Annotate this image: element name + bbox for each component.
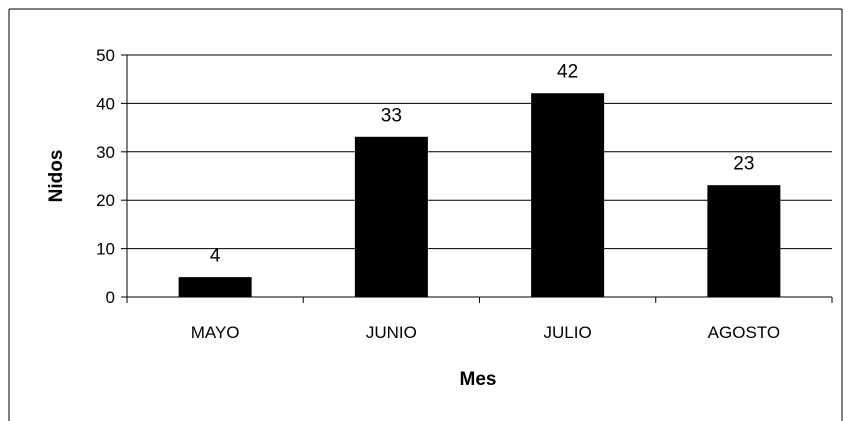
y-tick-label: 40: [96, 94, 115, 113]
y-tick-label: 20: [96, 191, 115, 210]
data-label-agosto: 23: [733, 154, 754, 175]
x-tick-label-agosto: AGOSTO: [708, 323, 780, 342]
x-tick-label-julio: JULIO: [544, 323, 592, 342]
y-tick-label: 30: [96, 143, 115, 162]
y-tick-label: 10: [96, 240, 115, 259]
data-label-julio: 42: [557, 62, 578, 83]
bars: [178, 93, 781, 298]
x-tick-label-junio: JUNIO: [366, 323, 417, 342]
bar-julio: [531, 93, 605, 298]
data-label-junio: 33: [381, 105, 402, 126]
bar-junio: [354, 136, 428, 298]
y-axis-title: Nidos: [46, 150, 67, 203]
y-tick-label: 50: [96, 46, 115, 65]
y-tick-label: 0: [106, 288, 115, 307]
labels: 0 10 20 30 40 50 4 MAYO 33 JUNIO 42 JULIO 23 AGOSTO: [96, 46, 780, 342]
bar-agosto: [707, 185, 781, 298]
axes: [121, 54, 833, 303]
data-label-mayo: 4: [210, 246, 221, 267]
bar-mayo: [178, 277, 252, 298]
x-tick-label-mayo: MAYO: [191, 323, 240, 342]
x-axis-title: Mes: [460, 369, 497, 390]
